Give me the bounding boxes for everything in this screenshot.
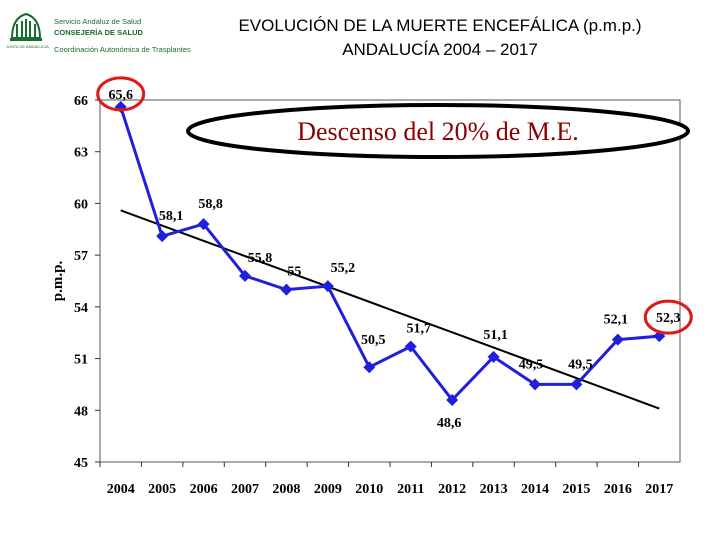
trend-line [120,209,660,410]
logo-text: Servicio Andaluz de Salud CONSEJERÍA DE … [54,16,191,55]
y-tick-label: 60 [74,197,88,212]
series-group [114,100,666,406]
x-tick-label: 2007 [231,482,259,497]
logo-line-1: Servicio Andaluz de Salud [54,17,142,26]
data-label: 50,5 [361,333,386,348]
data-point [239,269,251,282]
data-label: 48,6 [437,416,462,431]
data-point [321,280,334,293]
chart-axes: 45 48 51 54 57 60 63 66 2004 2005 2006 2007 2008 2009… [50,94,681,497]
data-label: 58,8 [198,197,223,212]
y-tick-label: 66 [74,94,88,109]
data-label: 51,1 [483,328,508,343]
data-point [197,218,210,231]
title-line-1: EVOLUCIÓN DE LA MUERTE ENCEFÁLICA (p.m.p… [238,16,642,35]
annotation-callout: Descenso del 20% de M.E. [186,103,690,159]
highlight-circle [643,299,693,335]
x-tick-label: 2008 [272,482,300,497]
x-tick-label: 2013 [480,482,508,497]
data-point [487,350,500,363]
y-tick-label: 54 [74,301,88,316]
data-point [446,393,459,406]
callout-text: Descenso del 20% de M.E. [297,117,579,146]
highlight-circle [96,76,146,112]
y-axis-label: p.m.p. [50,261,66,302]
chart-title: EVOLUCIÓN DE LA MUERTE ENCEFÁLICA (p.m.p… [190,14,690,62]
data-labels-group: 65,6 58,1 58,8 55,8 55 55,2 50,5 51,7 48,6 51,1 49… [96,76,693,431]
junta-andalucia-emblem-icon [10,12,42,41]
x-tick-label: 2017 [645,482,673,497]
data-point [611,333,624,346]
data-point [529,378,541,391]
x-tick-label: 2005 [148,482,176,497]
data-point [280,283,293,296]
y-tick-label: 45 [74,456,88,471]
x-tick-label: 2009 [314,482,342,497]
data-point [156,230,169,243]
x-tick-label: 2010 [355,482,383,497]
data-label: 55,2 [331,261,356,276]
y-tick-label: 57 [74,249,88,264]
data-label: 51,7 [406,322,431,337]
title-line-2: ANDALUCÍA 2004 – 2017 [342,40,538,59]
series-line [119,106,660,403]
logo-caption: JUNTA DE ANDALUCIA [6,44,49,49]
data-label: 52,3 [656,311,681,326]
x-tick-label: 2014 [521,482,549,497]
x-tick-label: 2016 [604,482,632,497]
data-label: 55 [287,265,301,280]
logo-line-2: CONSEJERÍA DE SALUD [54,28,143,37]
trend-line-group [120,209,660,410]
y-tick-label: 51 [74,353,88,368]
logo: JUNTA DE ANDALUCIA Servicio Andaluz de S… [4,8,194,58]
y-tick-label: 48 [74,404,88,419]
x-tick-label: 2004 [107,482,135,497]
x-tick-label: 2011 [397,482,424,497]
data-label: 49,5 [519,357,544,372]
logo-line-3: Coordinación Autonómica de Trasplantes [54,45,191,54]
data-label: 55,8 [248,251,273,266]
data-point [363,361,376,374]
data-label: 58,1 [159,209,184,224]
data-point [570,378,583,391]
data-label: 52,1 [604,313,629,328]
callout-ellipse [186,103,690,159]
data-label: 49,5 [568,357,593,372]
x-tick-label: 2012 [438,482,466,497]
data-point [404,340,417,353]
data-label: 65,6 [108,88,133,103]
y-tick-label: 63 [74,146,88,161]
x-tick-label: 2006 [190,482,218,497]
x-tick-label: 2015 [562,482,590,497]
